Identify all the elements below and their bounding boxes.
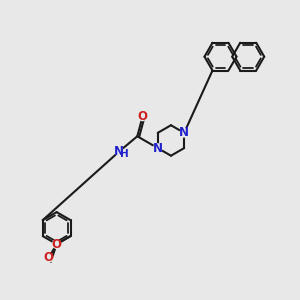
Circle shape [180, 129, 188, 137]
Circle shape [115, 147, 123, 156]
Text: N: N [179, 126, 189, 140]
Circle shape [138, 112, 147, 121]
Text: O: O [44, 251, 54, 265]
Circle shape [154, 144, 162, 152]
Circle shape [52, 240, 61, 248]
Text: O: O [52, 238, 61, 250]
Text: O: O [137, 110, 147, 123]
Circle shape [44, 254, 53, 262]
Text: H: H [120, 149, 129, 159]
Text: N: N [153, 142, 163, 154]
Text: N: N [114, 145, 124, 158]
